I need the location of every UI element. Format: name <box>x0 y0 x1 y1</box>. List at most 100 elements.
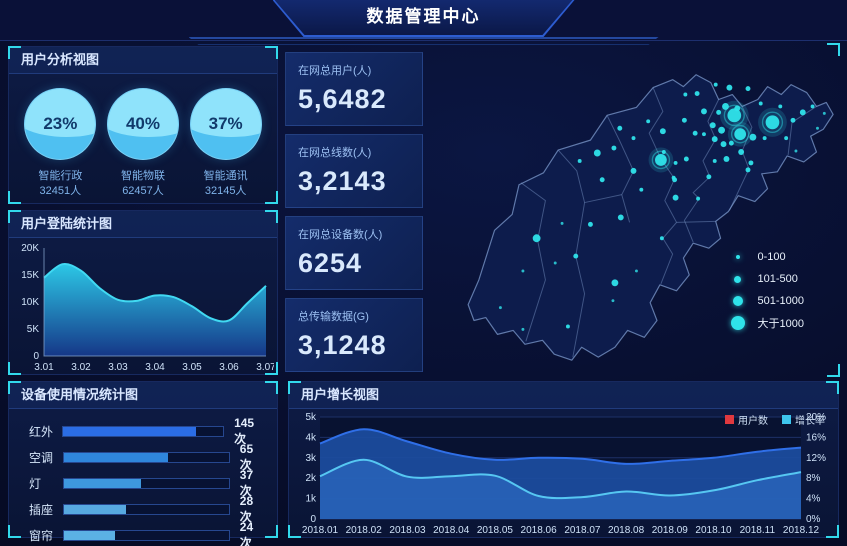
svg-text:8%: 8% <box>806 473 821 484</box>
device-value: 145次 <box>234 415 255 446</box>
gauge-count: 32451人 <box>39 185 82 197</box>
svg-text:3.01: 3.01 <box>34 362 54 373</box>
corner-bracket <box>288 381 301 394</box>
growth-legend: 用户数 增长率 <box>725 412 825 427</box>
map-legend-item: 0-100 <box>730 246 805 268</box>
corner-bracket <box>8 191 21 204</box>
panel-title-growth: 用户增长视图 <box>289 382 838 409</box>
device-bar-track <box>62 503 230 515</box>
svg-text:2018.10: 2018.10 <box>695 525 732 536</box>
corner-bracket <box>8 525 21 538</box>
svg-text:1k: 1k <box>305 494 317 505</box>
legend-label: 用户数 <box>738 416 768 427</box>
svg-text:4%: 4% <box>806 494 821 505</box>
svg-text:0: 0 <box>310 514 316 525</box>
legend-swatch <box>725 415 734 424</box>
svg-text:2018.03: 2018.03 <box>389 525 426 536</box>
title-banner-base <box>189 37 659 45</box>
corner-bracket <box>826 525 839 538</box>
login-area-chart: 0 5K 10K 15K 20K 3.01 3.02 3.03 3.04 3.05 3.06 3.07 <box>21 243 274 373</box>
map-legend-dot-cell <box>730 275 746 283</box>
map-legend-dot <box>734 275 741 283</box>
gauge-category: 智能行政 <box>38 170 83 182</box>
device-row: 灯 37次 <box>29 468 265 498</box>
stat-value: 6254 <box>298 248 363 278</box>
device-bar-track <box>62 477 230 489</box>
svg-text:3.02: 3.02 <box>71 362 91 373</box>
liquid-gauge-circle: 40% <box>106 88 179 160</box>
map-legend-label: 0-100 <box>757 251 786 263</box>
panel-device-usage: 设备使用情况统计图 红外 145次 空调 65次灯 37次 插座 28次 窗帘 24次 <box>8 381 278 546</box>
panel-title-login: 用户登陆统计图 <box>9 211 277 238</box>
map-legend-dot-cell <box>730 255 746 259</box>
map-legend-label: 大于1000 <box>757 318 804 330</box>
header-bar: 数据管理中心 <box>0 0 847 41</box>
device-bar-track <box>62 451 230 463</box>
legend-item[interactable]: 增长率 <box>782 412 825 427</box>
svg-text:3.07: 3.07 <box>256 362 274 373</box>
svg-text:3.05: 3.05 <box>182 362 202 373</box>
device-label: 空调 <box>29 450 54 465</box>
panel-title-user-analysis: 用户分析视图 <box>9 47 277 74</box>
gauge-percent: 23% <box>43 114 78 133</box>
map-legend-label: 101-500 <box>757 273 798 285</box>
svg-text:3.04: 3.04 <box>145 362 165 373</box>
corner-bracket <box>265 362 278 375</box>
stat-label: 在网总设备数(人) <box>298 229 383 241</box>
growth-area-chart: 0 1k 2k 3k 4k 5k 0% 4% 8% 12% 16% 20% 2018.01 2018.02… <box>302 412 826 536</box>
device-rows: 红外 145次 空调 65次灯 37次 插座 28次 窗帘 24次 <box>9 409 277 546</box>
stat-value: 3,1248 <box>298 330 387 360</box>
svg-text:20K: 20K <box>21 243 39 254</box>
svg-text:4k: 4k <box>305 432 317 443</box>
corner-bracket <box>265 46 278 59</box>
map-legend-dot <box>735 255 740 259</box>
svg-text:20%: 20% <box>806 412 826 423</box>
corner-bracket <box>288 525 301 538</box>
device-bar-track <box>61 425 225 437</box>
stat-label: 在网总线数(人) <box>298 147 372 159</box>
svg-text:3k: 3k <box>305 453 317 464</box>
panel-user-growth: 用户增长视图 0 1k 2k 3k 4k 5k 0% 4% 8% 12% 16% 20% 2018.01… <box>288 381 839 538</box>
corner-bracket <box>827 364 840 377</box>
gauge-count: 62457人 <box>122 185 164 197</box>
device-row: 窗帘 24次 <box>29 519 265 546</box>
stat-value: 3,2143 <box>298 166 387 196</box>
gauge-count: 32145人 <box>204 185 247 197</box>
corner-bracket <box>265 525 278 538</box>
stat-card: 总传输数据(G) 3,1248 <box>285 298 423 372</box>
svg-text:3.06: 3.06 <box>219 362 239 373</box>
device-value: 24次 <box>239 519 254 546</box>
gauge-percent: 37% <box>208 114 243 133</box>
device-label: 灯 <box>29 476 42 491</box>
gauge-label: 智能行政 32451人 <box>20 169 100 199</box>
svg-text:16%: 16% <box>806 432 826 443</box>
map-legend-item: 大于1000 <box>730 312 805 334</box>
device-row: 空调 65次 <box>29 441 265 472</box>
device-value: 65次 <box>239 441 254 472</box>
corner-bracket <box>265 210 278 223</box>
map-legend-item: 101-500 <box>730 268 805 290</box>
legend-item[interactable]: 用户数 <box>725 412 768 427</box>
liquid-gauge: 23% 智能行政 32451人 <box>20 88 100 199</box>
gauge-label: 智能物联 62457人 <box>103 169 183 199</box>
stat-card: 在网总线数(人) 3,2143 <box>285 134 423 208</box>
svg-text:2018.04: 2018.04 <box>433 525 470 536</box>
gauge-category: 智能物联 <box>120 170 165 182</box>
map-legend-dot-cell <box>730 296 746 306</box>
stat-value: 5,6482 <box>298 84 387 114</box>
svg-text:0: 0 <box>33 351 39 362</box>
corner-bracket <box>8 46 21 59</box>
stat-label: 在网总用户(人) <box>298 65 372 77</box>
device-row: 红外 145次 <box>29 415 265 446</box>
map-legend-item: 501-1000 <box>730 290 804 312</box>
liquid-gauge-circle: 37% <box>189 88 262 160</box>
legend-swatch <box>782 415 791 424</box>
device-bar-fill <box>63 530 115 540</box>
svg-text:2018.01: 2018.01 <box>302 525 339 536</box>
corner-bracket <box>8 381 21 394</box>
corner-bracket <box>8 362 21 375</box>
svg-text:5k: 5k <box>305 412 317 423</box>
device-bar-fill <box>62 426 196 436</box>
panel-user-analysis: 用户分析视图 23% 智能行政 32451人 40% 智能物联 62457人 37% 智能通讯… <box>8 46 278 204</box>
